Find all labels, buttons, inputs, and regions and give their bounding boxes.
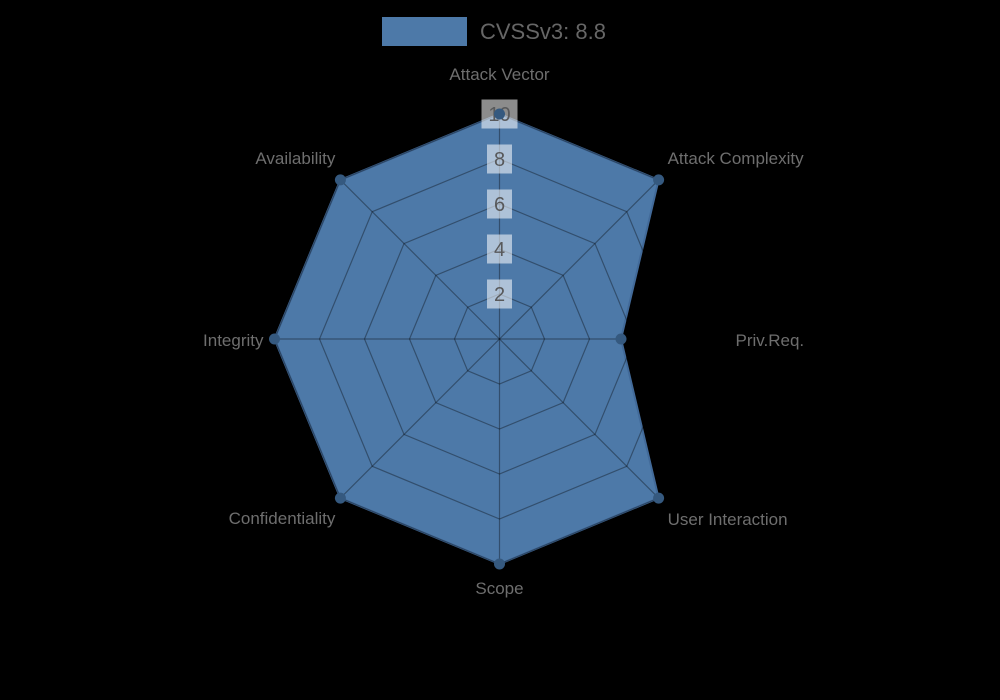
grid-ring — [363, 203, 636, 475]
series-point-dot — [494, 558, 505, 570]
axis-label-integrity: Integrity — [203, 331, 264, 350]
axis-label-availability: Availability — [255, 149, 336, 168]
radial-tick-label: 8 — [494, 149, 505, 171]
series-point-dot — [494, 108, 505, 120]
series-point-dot — [653, 174, 665, 186]
series-point-dot — [334, 174, 346, 186]
series-point-dot — [269, 333, 280, 345]
axis-label-scope: Scope — [475, 579, 523, 598]
axis-label-user-interaction: User Interaction — [668, 510, 788, 529]
grid-ring — [408, 248, 591, 430]
series-point-dot — [334, 492, 346, 504]
axis-spoke — [499, 179, 660, 340]
series-point-dot — [653, 492, 665, 504]
radial-tick-label: 2 — [494, 284, 505, 306]
grid-ring — [453, 293, 546, 385]
axis-spoke — [339, 179, 500, 340]
axis-label-priv-req: Priv.Req. — [736, 331, 805, 350]
radial-tick-label: 6 — [494, 194, 505, 216]
radial-tick-box — [487, 279, 512, 309]
axis-label-confidentiality: Confidentiality — [229, 509, 336, 528]
radial-tick-box — [487, 234, 512, 264]
legend-swatch — [382, 17, 467, 46]
legend-label: CVSSv3: 8.8 — [480, 19, 606, 44]
legend-item[interactable]: CVSSv3: 8.8 — [382, 17, 606, 46]
grid-ring — [318, 158, 681, 520]
radial-tick-box — [487, 189, 512, 219]
axis-label-attack-complexity: Attack Complexity — [668, 149, 805, 168]
axis-spoke — [499, 338, 660, 499]
series-point-dot — [615, 333, 627, 345]
radial-tick-label: 4 — [494, 239, 505, 261]
axis-label-attack-vector: Attack Vector — [449, 65, 549, 84]
axis-spoke — [339, 338, 500, 499]
radial-tick-box — [487, 144, 512, 174]
